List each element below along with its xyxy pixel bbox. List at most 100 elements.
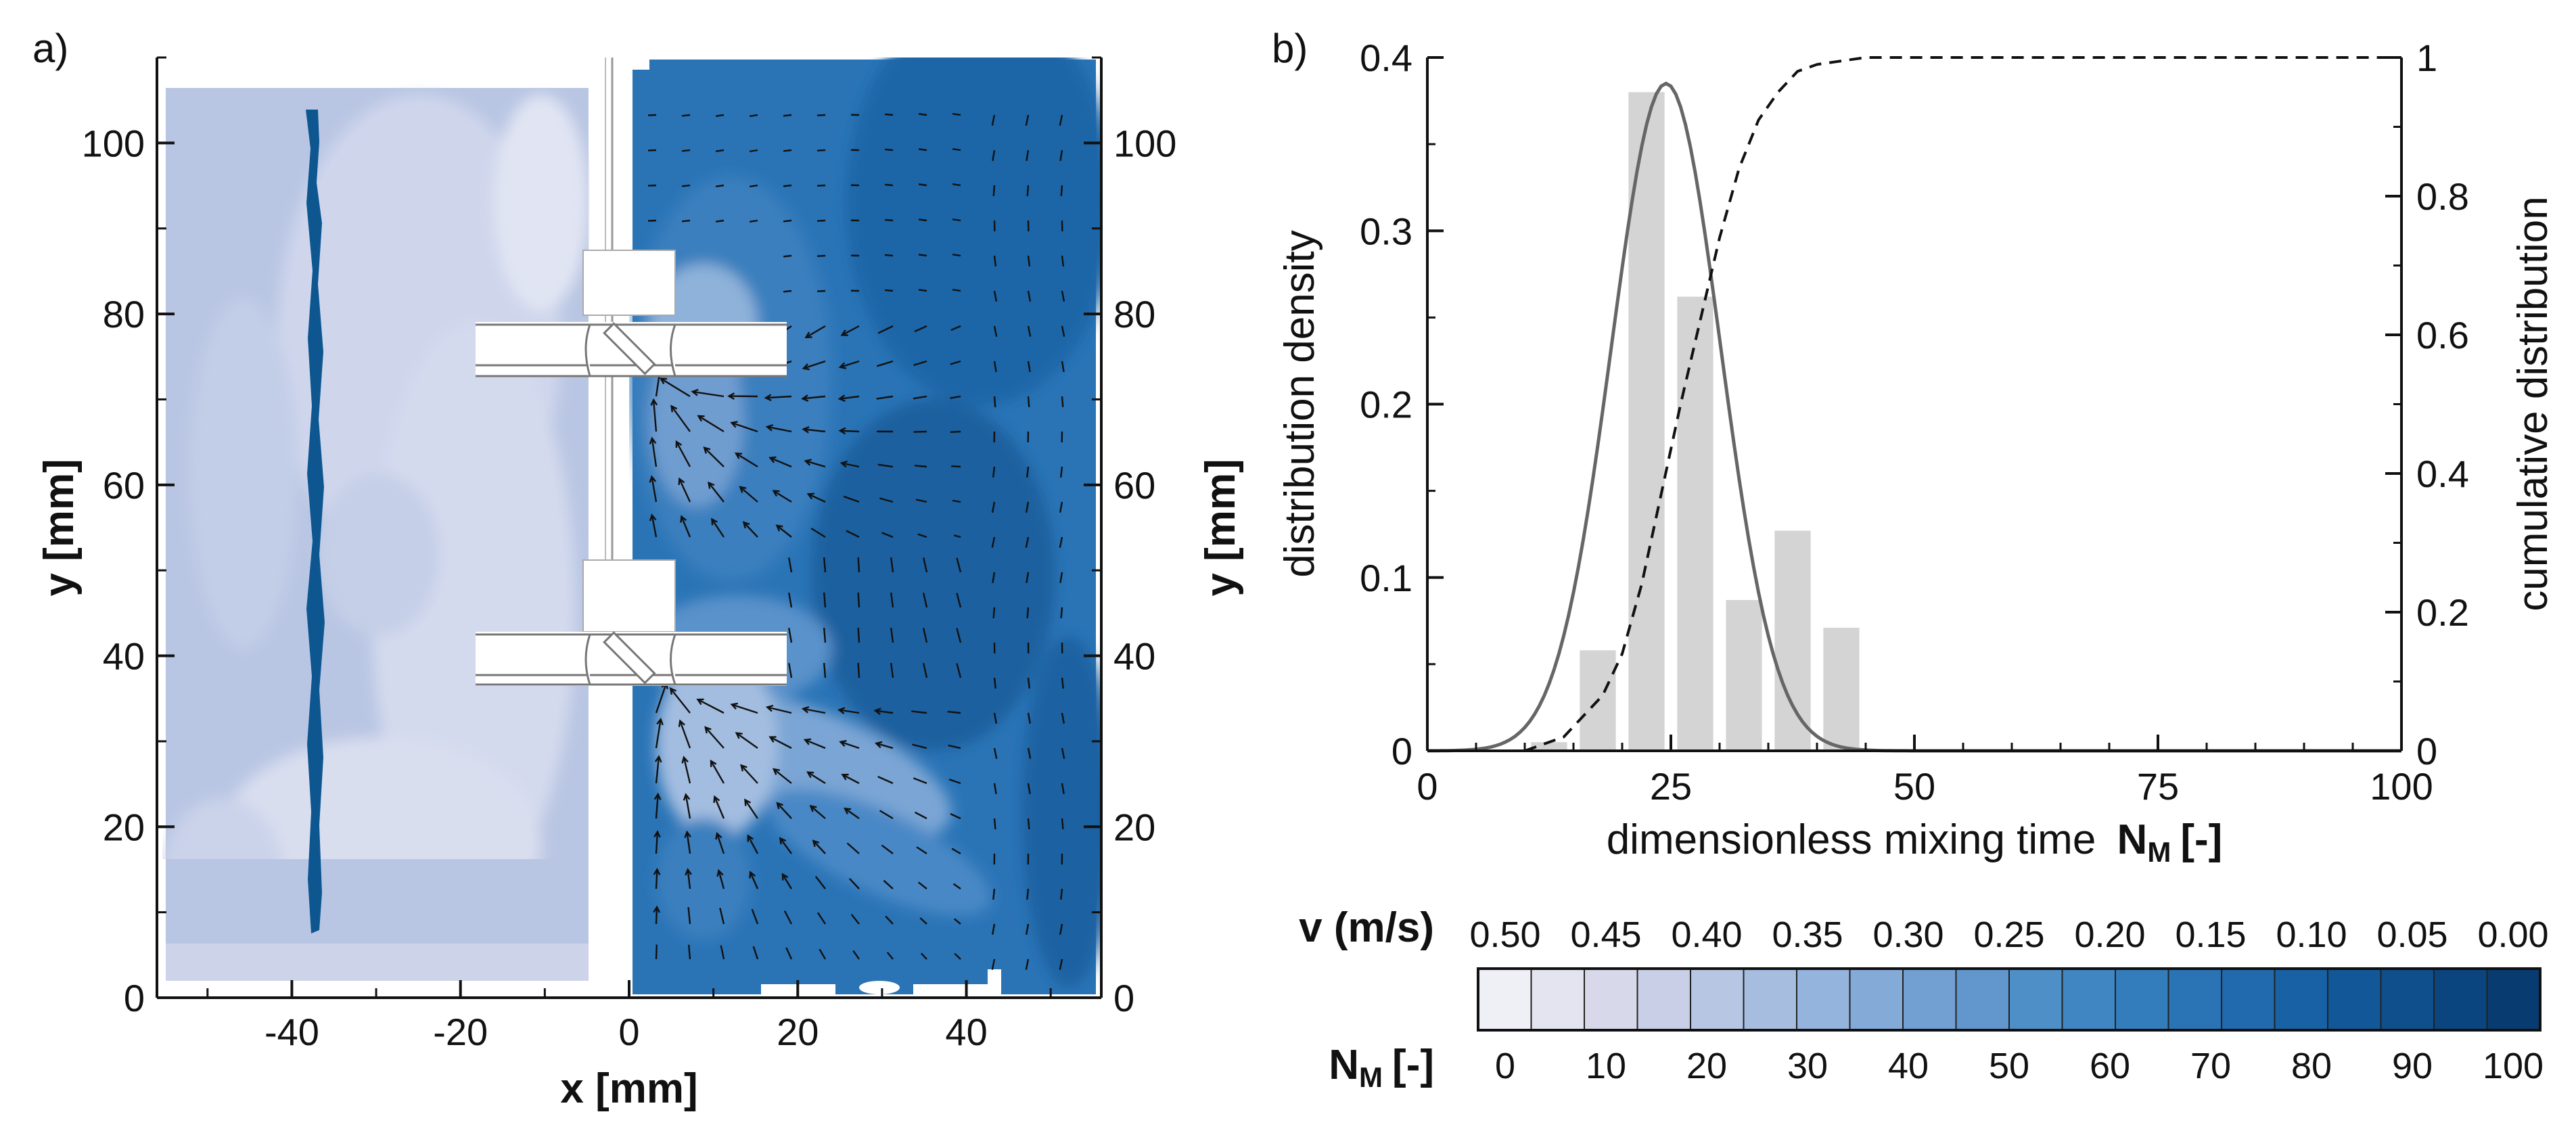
velocity-vector-head — [678, 477, 685, 486]
velocity-vector — [1061, 712, 1065, 724]
colorbar-frame — [1477, 967, 2542, 1032]
velocity-vector-head — [772, 490, 780, 497]
velocity-vector-head — [653, 905, 661, 913]
velocity-vector-head — [874, 741, 883, 749]
velocity-vector — [911, 710, 927, 714]
panel-a-ticks: -40 -20 0 20 40 0 0 20 20 40 40 60 60 80 80 100 100 — [82, 56, 1176, 1053]
velocity-vector — [697, 699, 724, 714]
velocity-vector — [749, 114, 758, 117]
velocity-vector-head — [735, 732, 743, 739]
histogram-bar — [1628, 92, 1665, 751]
velocity-vector — [991, 501, 996, 513]
velocity-vector — [708, 482, 724, 503]
velocity-vector — [993, 255, 997, 267]
velocity-vector — [850, 914, 860, 925]
colorbar-n-tick: 10 — [1586, 1046, 1626, 1086]
velocity-vector — [993, 818, 996, 830]
velocity-vector — [1060, 888, 1063, 900]
velocity-vector — [660, 377, 691, 398]
colorbar-swatch — [1530, 968, 1585, 1031]
histogram-bar — [1531, 742, 1567, 751]
velocity-vector — [952, 113, 961, 116]
histogram-bar — [1677, 296, 1714, 751]
velocity-vector — [914, 465, 927, 468]
velocity-vector — [844, 808, 860, 819]
velocity-vector — [743, 522, 758, 538]
velocity-vector — [1059, 572, 1063, 583]
velocity-vector-head — [837, 394, 846, 402]
velocity-vector — [890, 628, 894, 643]
velocity-vector — [767, 706, 792, 714]
velocity-vector — [1061, 255, 1065, 267]
velocity-vector — [805, 325, 826, 338]
colorbar-n-sub: M — [1359, 1061, 1383, 1093]
colorbar-swatch — [2167, 968, 2222, 1031]
velocity-vector — [816, 184, 826, 187]
colorbar-swatch — [2486, 968, 2541, 1031]
panel-b-ytick-label-right: 1 — [2416, 37, 2437, 79]
colorbar-swatch — [2115, 968, 2169, 1031]
velocity-vector — [993, 747, 998, 759]
panel-b-ytick-label-left: 0.1 — [1360, 557, 1412, 599]
velocity-vector — [803, 428, 826, 433]
velocity-vector — [1061, 396, 1064, 408]
velocity-vector — [1027, 396, 1030, 408]
velocity-vector — [918, 148, 927, 152]
velocity-vector — [711, 518, 724, 538]
panel-a-ytick-label-left: 60 — [103, 464, 145, 507]
panel-a-ytick-label-left: 20 — [103, 806, 145, 848]
velocity-vector-head — [768, 736, 777, 743]
velocity-vector — [720, 945, 725, 960]
velocity-vector — [788, 663, 793, 678]
velocity-vector-head — [809, 804, 817, 812]
velocity-vector-head — [696, 698, 704, 706]
velocity-vector — [839, 709, 860, 714]
velocity-vector — [749, 184, 758, 187]
velocity-vector — [770, 736, 792, 749]
velocity-vector — [948, 744, 961, 749]
colorbar-swatch — [1849, 968, 1904, 1031]
velocity-vector-head — [841, 773, 849, 781]
velocity-vector — [952, 499, 961, 503]
velocity-vector-head — [775, 524, 783, 532]
panel-a-xtick-label: 20 — [777, 1011, 819, 1053]
velocity-vector — [992, 149, 996, 161]
velocity-vector — [1061, 747, 1065, 759]
colorbar-n-ticks: 0 10 20 30 40 50 60 70 80 90 100 — [1495, 1046, 2544, 1086]
colorbar-swatch — [1743, 968, 1797, 1031]
velocity-vector — [842, 774, 860, 785]
panel-b-ytick-label-right: 0 — [2416, 730, 2437, 772]
velocity-vector — [918, 113, 927, 116]
velocity-vector — [876, 742, 894, 749]
velocity-vector — [912, 743, 927, 749]
velocity-vector-head — [801, 394, 809, 402]
velocity-vector — [881, 844, 894, 854]
velocity-vector-head — [649, 436, 657, 444]
velocity-vector — [1059, 923, 1063, 935]
panel-a-ylabel-right: y [mm] — [1197, 459, 1244, 596]
velocity-vector — [1025, 501, 1030, 513]
velocity-vector — [816, 290, 826, 292]
velocity-vector — [686, 831, 691, 854]
velocity-vector-head — [691, 388, 699, 396]
velocity-vector-head — [711, 517, 718, 526]
colorbar-v-tick: 0.35 — [1772, 915, 1843, 955]
colorbar-swatch — [1796, 968, 1851, 1031]
velocity-vector — [884, 148, 894, 152]
velocity-vector — [814, 875, 826, 889]
velocity-vector — [776, 525, 792, 538]
panel-b-ytick-label-right: 0.6 — [2416, 314, 2469, 356]
velocity-vector — [1059, 501, 1063, 513]
velocity-vector-head — [653, 792, 662, 800]
velocity-vector — [781, 873, 793, 889]
velocity-vector — [816, 114, 826, 116]
velocity-vector-head — [740, 764, 748, 772]
histogram-bar — [1726, 600, 1762, 751]
velocity-vector — [816, 149, 826, 152]
colorbar-n-label: NM [-] — [1329, 1042, 1434, 1093]
velocity-vector — [704, 726, 724, 749]
velocity-vector-head — [653, 830, 661, 838]
velocity-vector-head — [837, 707, 846, 714]
